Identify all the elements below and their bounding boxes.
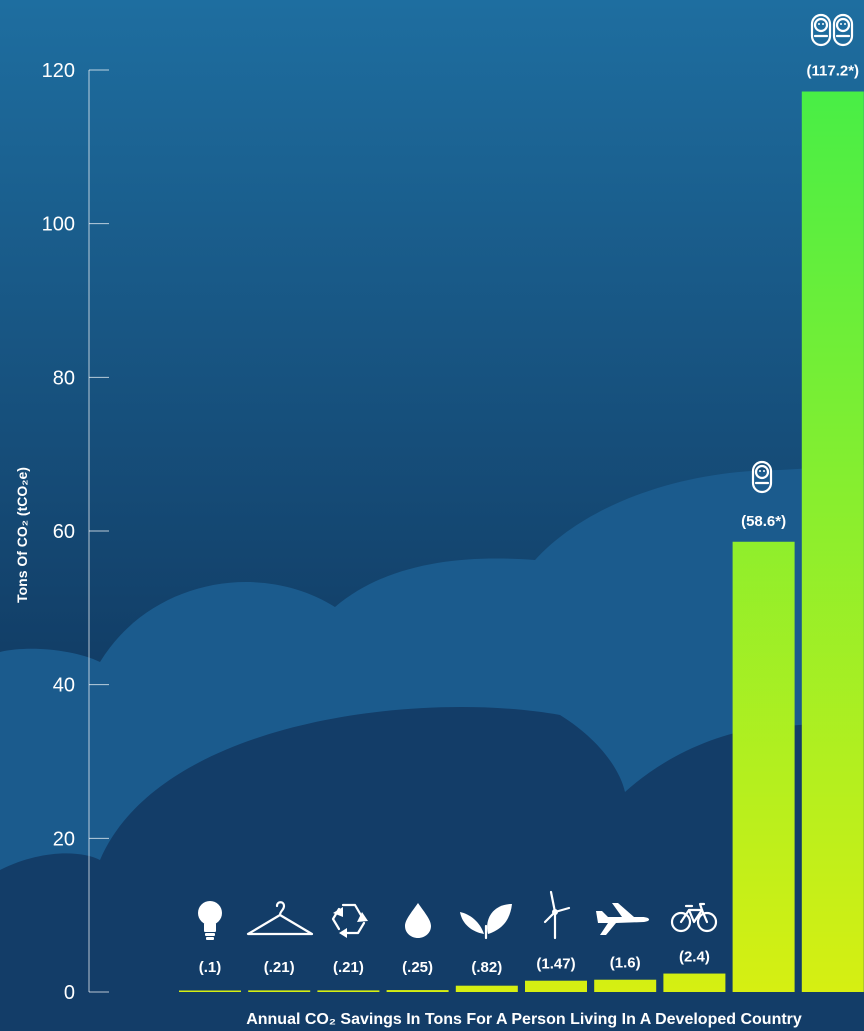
recycle-icon xyxy=(331,903,368,938)
bar-water-drop xyxy=(386,990,449,992)
value-label-two-children: (117.2*) xyxy=(807,63,860,80)
baby-icon xyxy=(751,460,773,494)
lightbulb-icon xyxy=(198,901,222,940)
y-tick-label: 100 xyxy=(42,214,75,236)
y-tick-label: 80 xyxy=(53,367,75,389)
y-axis: 0 20 40 60 80 100 120 xyxy=(42,60,109,1004)
bar-recycle xyxy=(317,990,380,992)
bicycle-icon xyxy=(670,902,718,933)
bar-leaf xyxy=(455,985,518,992)
value-label-lightbulb: (.1) xyxy=(199,959,222,976)
icons xyxy=(198,13,854,940)
bars xyxy=(179,91,864,993)
y-tick-label: 20 xyxy=(53,828,75,850)
value-labels: (.1) (.21) (.21) (.25) (.82) (1.47) (1.6) (2.4)… xyxy=(199,63,859,976)
bar-hanger xyxy=(248,990,311,992)
value-label-water-drop: (.25) xyxy=(402,959,433,976)
bar-two-children xyxy=(801,91,864,993)
wind-turbine-icon xyxy=(543,890,571,940)
value-label-one-child: (58.6*) xyxy=(741,513,786,530)
bar-wind-turbine xyxy=(525,980,587,992)
two-babies-icon xyxy=(810,13,854,47)
value-label-bicycle: (2.4) xyxy=(679,949,710,966)
cloud-front xyxy=(0,707,864,1031)
y-tick-label: 120 xyxy=(42,60,75,82)
bar-airplane xyxy=(594,979,657,992)
value-label-airplane: (1.6) xyxy=(610,955,641,972)
hanger-icon xyxy=(246,901,314,936)
bar-bicycle xyxy=(663,973,726,992)
value-label-hanger: (.21) xyxy=(264,959,295,976)
y-tick-label: 60 xyxy=(53,521,75,543)
bar-lightbulb xyxy=(179,990,241,992)
leaf-icon xyxy=(460,904,512,940)
y-tick-label: 40 xyxy=(53,675,75,697)
bar-one-child xyxy=(732,541,795,992)
value-label-recycle: (.21) xyxy=(333,959,364,976)
y-axis-label: Tons Of CO₂ (tCO₂e) xyxy=(14,467,30,603)
value-label-wind-turbine: (1.47) xyxy=(536,956,575,973)
y-tick-label: 0 xyxy=(64,982,75,1004)
airplane-icon xyxy=(596,903,650,935)
x-axis-label: Annual CO₂ Savings In Tons For A Person … xyxy=(246,1011,802,1028)
water-drop-icon xyxy=(405,903,431,938)
value-label-leaf: (.82) xyxy=(471,959,502,976)
